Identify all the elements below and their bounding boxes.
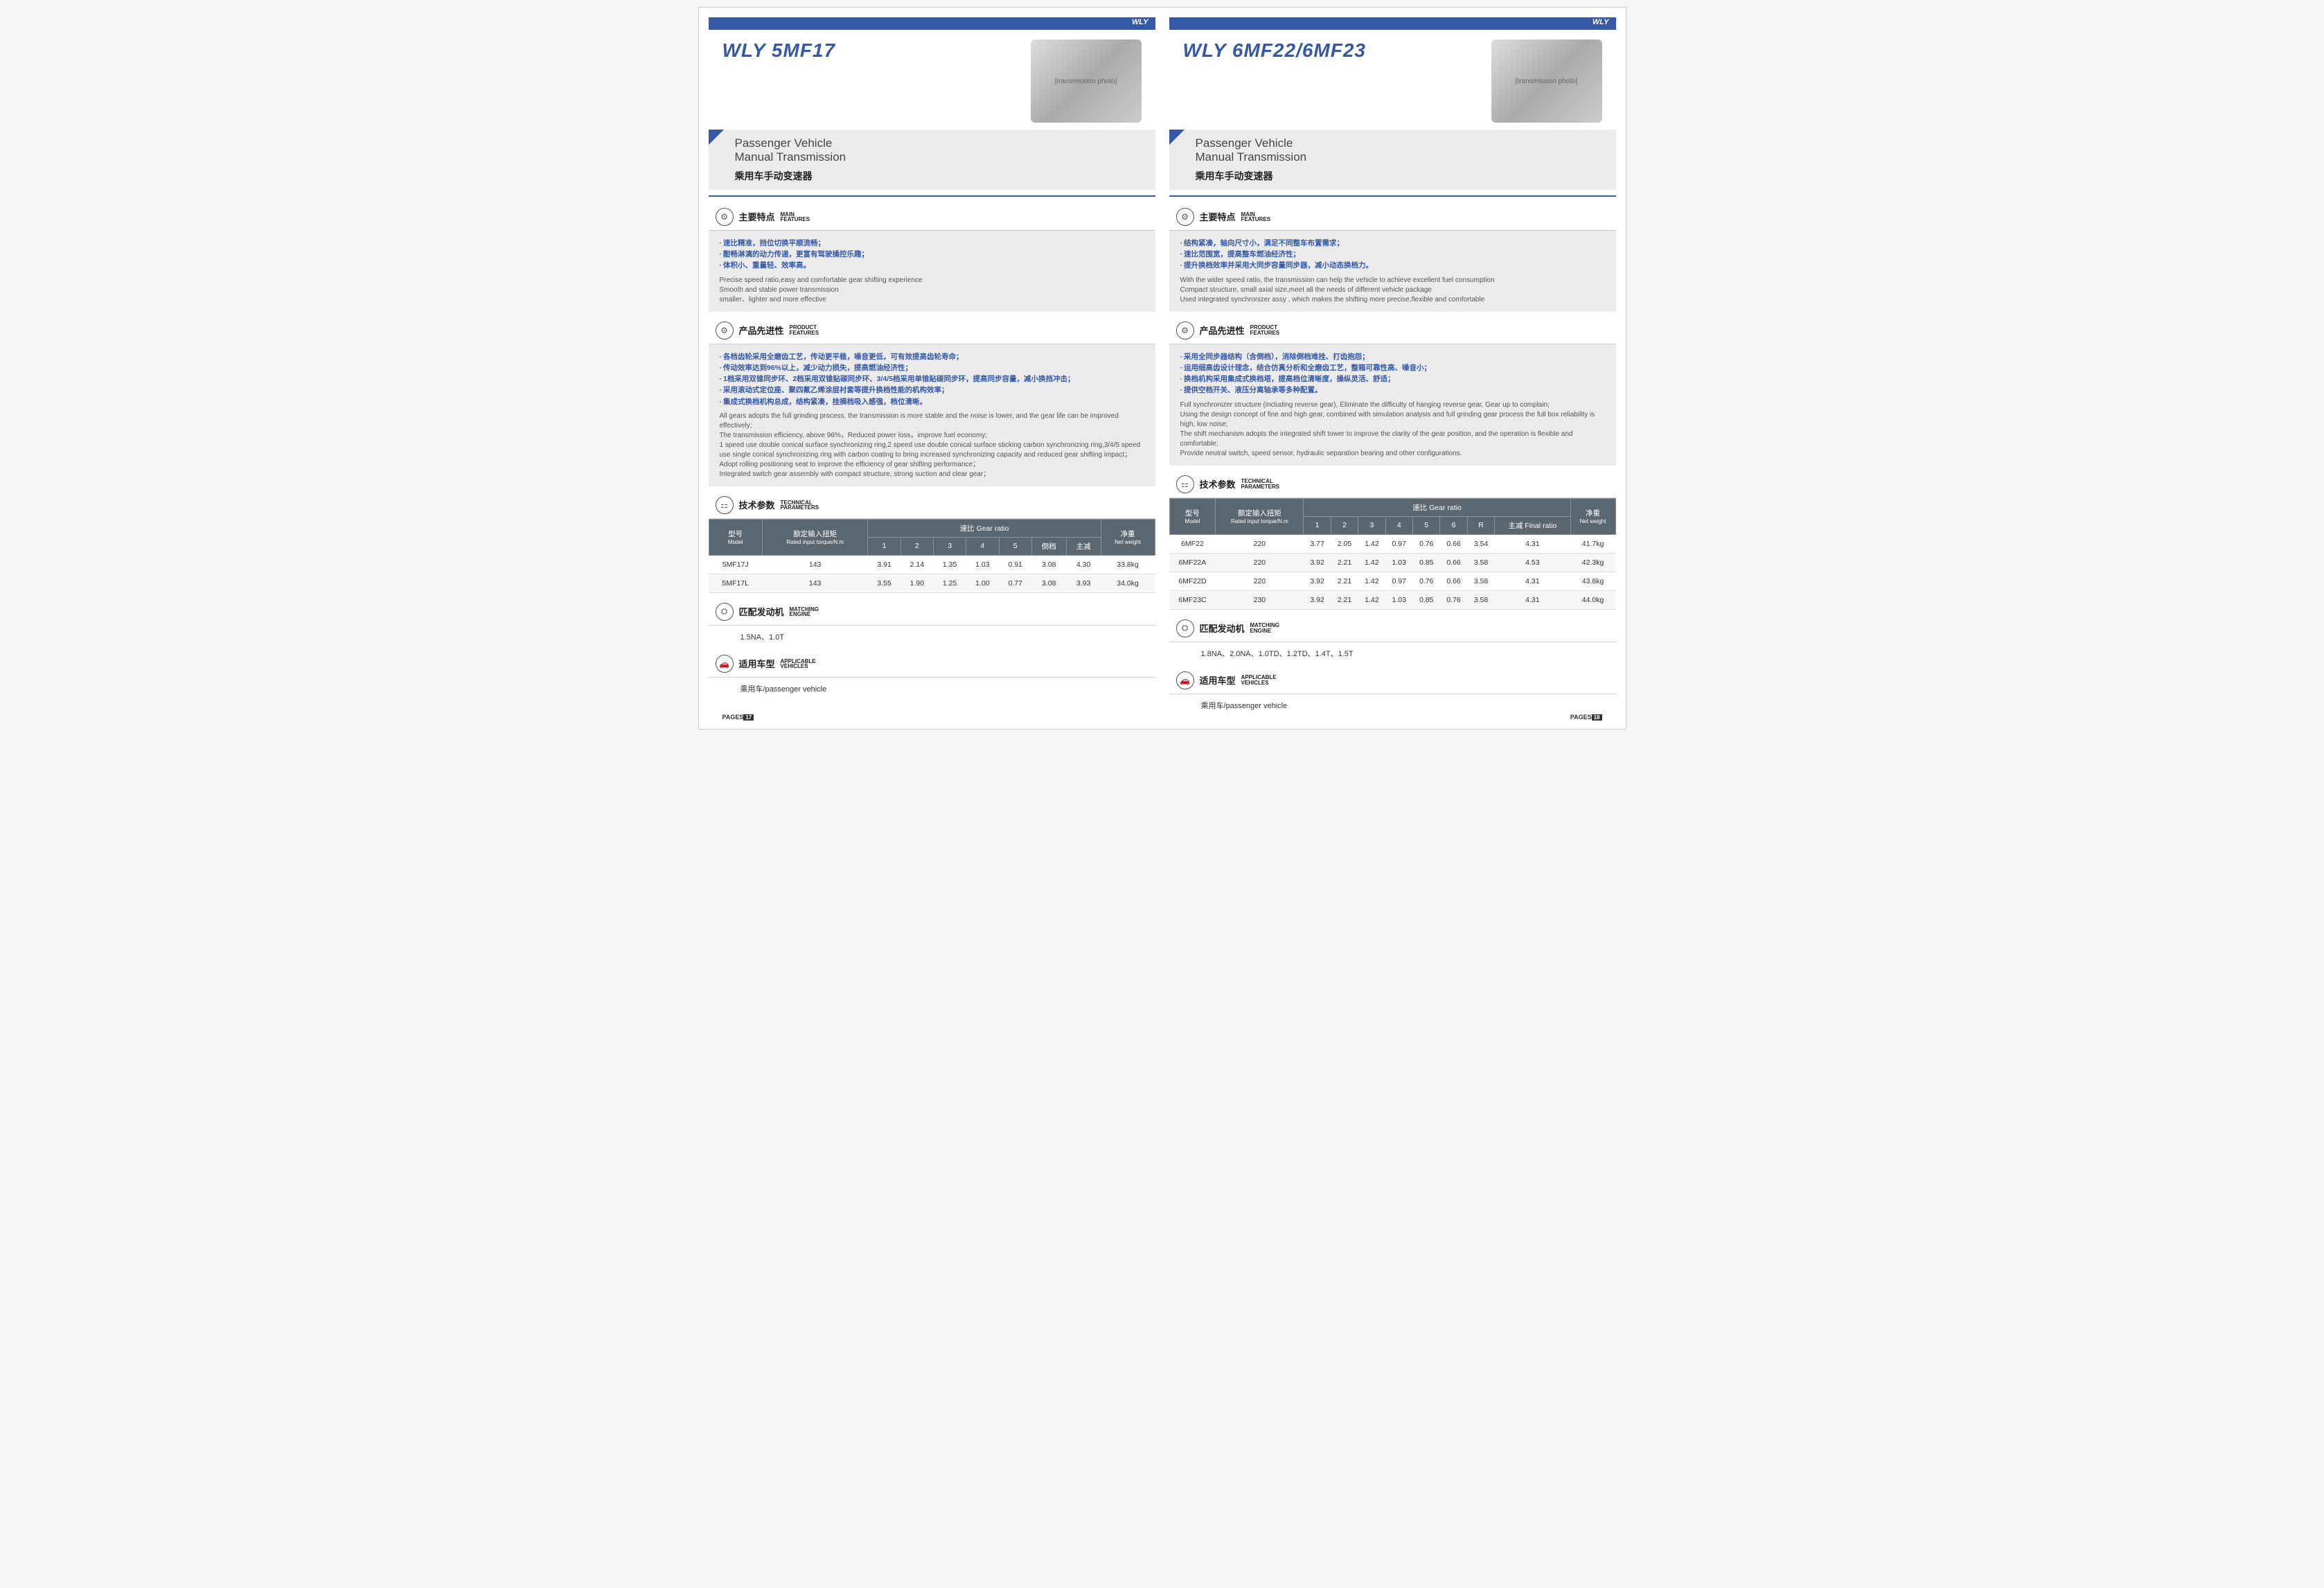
page-label: PAGES — [1570, 714, 1592, 721]
subtitle-cn: 乘用车手动变速器 — [1196, 169, 1602, 183]
product-section: ⚙ 产品先进性 PRODUCT FEATURES 各档齿轮采用全磨齿工艺，传动更… — [709, 317, 1155, 486]
engine-head-en: MATCHING ENGINE — [1250, 623, 1280, 633]
features-head-cn: 主要特点 — [1200, 210, 1236, 223]
sliders-icon: ⚏ — [1176, 475, 1194, 493]
engine-icon: ⛭ — [1176, 619, 1194, 637]
subtitle-en: Passenger Vehicle Manual Transmission — [1196, 136, 1602, 165]
features-head-en: MAIN FEATURES — [781, 212, 810, 222]
tech-head-en: TECHNICAL PARAMETERS — [781, 500, 819, 510]
product-section: ⚙ 产品先进性 PRODUCT FEATURES 采用全同步器结构（含倒档），消… — [1169, 317, 1616, 466]
topbar: WLY — [709, 17, 1155, 30]
product-head-cn: 产品先进性 — [1200, 324, 1245, 337]
engine-section: ⛭ 匹配发动机 MATCHING ENGINE 1.5NA、1.0T — [709, 599, 1155, 645]
page-label: PAGES — [722, 714, 744, 721]
tech-head-en: TECHNICAL PARAMETERS — [1241, 479, 1279, 488]
gear-icon: ⚙ — [1176, 208, 1194, 226]
topbar: WLY — [1169, 17, 1616, 30]
car-icon: 🚗 — [716, 655, 734, 673]
page-footer: PAGES18 — [1570, 714, 1602, 721]
product-image: [transmission photo] — [1031, 39, 1142, 123]
car-icon: 🚗 — [1176, 671, 1194, 689]
tech-head-cn: 技术参数 — [1200, 477, 1236, 491]
model-title: WLY 5MF17 — [722, 39, 836, 62]
product-bullets: 各档齿轮采用全磨齿工艺，传动更平稳，噪音更低，可有效提高齿轮寿命；传动效率达到9… — [720, 351, 1144, 407]
features-head-en: MAIN FEATURES — [1241, 212, 1271, 222]
vehicle-head-cn: 适用车型 — [1200, 673, 1236, 687]
page-right: WLY WLY 6MF22/6MF23 [transmission photo]… — [1164, 12, 1622, 725]
vehicle-text: 乘用车/passenger vehicle — [709, 678, 1155, 697]
features-head-cn: 主要特点 — [739, 210, 775, 223]
divider — [709, 195, 1155, 197]
engine-head-en: MATCHING ENGINE — [790, 607, 819, 617]
product-image: [transmission photo] — [1491, 39, 1602, 123]
divider — [1169, 195, 1616, 197]
product-head-cn: 产品先进性 — [739, 324, 784, 337]
subtitle-block: Passenger Vehicle Manual Transmission 乘用… — [1169, 130, 1616, 190]
page-left: WLY WLY 5MF17 [transmission photo] Passe… — [703, 12, 1161, 725]
product-head-en: PRODUCT FEATURES — [1250, 325, 1280, 335]
product-head-en: PRODUCT FEATURES — [790, 325, 819, 335]
vehicle-section: 🚗 适用车型 APPLICABLE VEHICLES 乘用车/passenger… — [709, 651, 1155, 697]
vehicle-head-en: APPLICABLE VEHICLES — [1241, 675, 1277, 685]
engine-text: 1.8NA、2.0NA、1.0TD、1.2TD、1.4T、1.5T — [1169, 642, 1616, 662]
vehicle-head-en: APPLICABLE VEHICLES — [781, 659, 816, 669]
tech-head-cn: 技术参数 — [739, 498, 775, 511]
engine-section: ⛭ 匹配发动机 MATCHING ENGINE 1.8NA、2.0NA、1.0T… — [1169, 615, 1616, 662]
engine-head-cn: 匹配发动机 — [1200, 621, 1245, 635]
features-en: Precise speed ratio,easy and comfortable… — [720, 276, 1144, 305]
tech-table: 型号Model 额定输入扭矩Rated input torque/N.m 速比 … — [1169, 498, 1616, 610]
gear-icon: ⚙ — [716, 321, 734, 339]
model-title: WLY 6MF22/6MF23 — [1183, 39, 1366, 62]
vehicle-section: 🚗 适用车型 APPLICABLE VEHICLES 乘用车/passenger… — [1169, 667, 1616, 714]
features-en: With the wider speed ratio, the transmis… — [1180, 276, 1605, 305]
page-number: 17 — [743, 714, 754, 721]
product-bullets: 采用全同步器结构（含倒档），消除倒档难挂、打齿抱怨；运用细高齿设计理念，结合仿真… — [1180, 351, 1605, 396]
subtitle-en: Passenger Vehicle Manual Transmission — [735, 136, 1142, 165]
page-number: 18 — [1592, 714, 1602, 721]
sliders-icon: ⚏ — [716, 496, 734, 514]
features-section: ⚙ 主要特点 MAIN FEATURES 速比精准，挡位切换平顺流畅；酣畅淋漓的… — [709, 204, 1155, 312]
engine-icon: ⛭ — [716, 603, 734, 621]
engine-text: 1.5NA、1.0T — [709, 626, 1155, 645]
tech-table: 型号Model 额定输入扭矩Rated input torque/N.m 速比 … — [709, 519, 1155, 593]
engine-head-cn: 匹配发动机 — [739, 605, 784, 618]
features-bullets: 速比精准，挡位切换平顺流畅；酣畅淋漓的动力传递，更富有驾驶操控乐趣；体积小、重量… — [720, 238, 1144, 272]
tech-section: ⚏ 技术参数 TECHNICAL PARAMETERS 型号Model 额定输入… — [709, 492, 1155, 593]
vehicle-text: 乘用车/passenger vehicle — [1169, 694, 1616, 714]
features-section: ⚙ 主要特点 MAIN FEATURES 结构紧凑，轴向尺寸小，满足不同整车布置… — [1169, 204, 1616, 312]
brand-logo: WLY — [1132, 18, 1148, 26]
subtitle-cn: 乘用车手动变速器 — [735, 169, 1142, 183]
gear-icon: ⚙ — [1176, 321, 1194, 339]
page-footer: PAGES17 — [722, 714, 754, 721]
brand-logo: WLY — [1593, 18, 1609, 26]
catalog-spread: WLY WLY 5MF17 [transmission photo] Passe… — [698, 7, 1626, 730]
features-bullets: 结构紧凑，轴向尺寸小，满足不同整车布置需求；速比范围宽，提高整车燃油经济性；提升… — [1180, 238, 1605, 272]
subtitle-block: Passenger Vehicle Manual Transmission 乘用… — [709, 130, 1155, 190]
vehicle-head-cn: 适用车型 — [739, 657, 775, 670]
product-en: Full synchronizer structure (including r… — [1180, 400, 1605, 459]
gear-icon: ⚙ — [716, 208, 734, 226]
tech-section: ⚏ 技术参数 TECHNICAL PARAMETERS 型号Model 额定输入… — [1169, 471, 1616, 610]
product-en: All gears adopts the full grinding proce… — [720, 412, 1144, 479]
